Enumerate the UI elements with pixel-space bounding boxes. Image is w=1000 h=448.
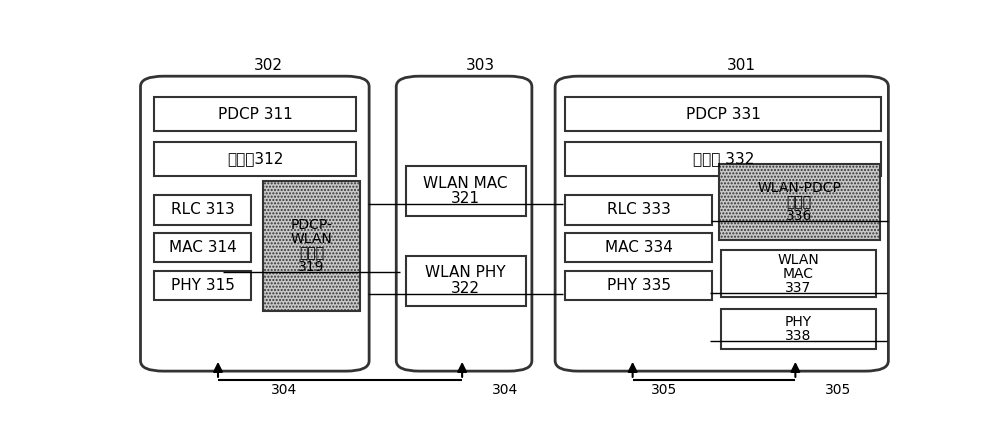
Text: 301: 301 bbox=[727, 58, 756, 73]
Text: PHY 315: PHY 315 bbox=[171, 278, 235, 293]
Text: 302: 302 bbox=[254, 58, 283, 73]
Text: 338: 338 bbox=[785, 329, 812, 343]
Text: 304: 304 bbox=[492, 383, 518, 397]
Bar bbox=[406, 166, 526, 216]
Text: 305: 305 bbox=[825, 383, 851, 397]
Text: WLAN: WLAN bbox=[291, 232, 332, 246]
Text: PDCP 311: PDCP 311 bbox=[218, 107, 293, 121]
Text: WLAN-PDCP: WLAN-PDCP bbox=[757, 181, 841, 195]
Bar bbox=[154, 233, 251, 263]
Text: 305: 305 bbox=[650, 383, 677, 397]
Bar bbox=[721, 250, 876, 297]
Bar bbox=[263, 181, 360, 311]
Text: RLC 333: RLC 333 bbox=[607, 202, 671, 217]
Text: RLC 313: RLC 313 bbox=[171, 202, 235, 217]
Text: 321: 321 bbox=[451, 191, 480, 206]
Bar bbox=[154, 97, 356, 131]
Bar bbox=[565, 142, 881, 176]
Bar bbox=[565, 195, 712, 224]
Text: 调度层312: 调度层312 bbox=[227, 151, 283, 167]
Text: MAC 334: MAC 334 bbox=[605, 240, 673, 255]
Text: WLAN MAC: WLAN MAC bbox=[423, 176, 508, 191]
Text: PHY: PHY bbox=[785, 315, 812, 329]
FancyBboxPatch shape bbox=[396, 76, 532, 371]
Text: 连配器: 连配器 bbox=[299, 246, 324, 260]
Text: 连配器: 连配器 bbox=[787, 195, 812, 209]
Bar bbox=[565, 233, 712, 263]
Bar bbox=[565, 271, 712, 301]
Bar bbox=[154, 142, 356, 176]
Text: 319: 319 bbox=[298, 260, 325, 274]
Text: PDCP 331: PDCP 331 bbox=[686, 107, 761, 121]
Bar bbox=[721, 309, 876, 349]
Text: 304: 304 bbox=[271, 383, 297, 397]
FancyBboxPatch shape bbox=[555, 76, 888, 371]
Text: WLAN: WLAN bbox=[778, 253, 819, 267]
Text: PHY 335: PHY 335 bbox=[607, 278, 671, 293]
Text: PDCP-: PDCP- bbox=[290, 218, 332, 232]
Bar bbox=[565, 97, 881, 131]
Text: 336: 336 bbox=[786, 209, 812, 223]
Bar bbox=[719, 164, 880, 240]
Text: WLAN PHY: WLAN PHY bbox=[425, 265, 506, 280]
Text: 322: 322 bbox=[451, 281, 480, 296]
Text: 调度层 332: 调度层 332 bbox=[693, 151, 754, 167]
Text: 303: 303 bbox=[465, 58, 495, 73]
Text: 337: 337 bbox=[785, 280, 812, 295]
FancyBboxPatch shape bbox=[140, 76, 369, 371]
Text: MAC 314: MAC 314 bbox=[169, 240, 237, 255]
Bar bbox=[406, 255, 526, 306]
Bar bbox=[154, 195, 251, 224]
Bar bbox=[154, 271, 251, 301]
Text: MAC: MAC bbox=[783, 267, 814, 280]
